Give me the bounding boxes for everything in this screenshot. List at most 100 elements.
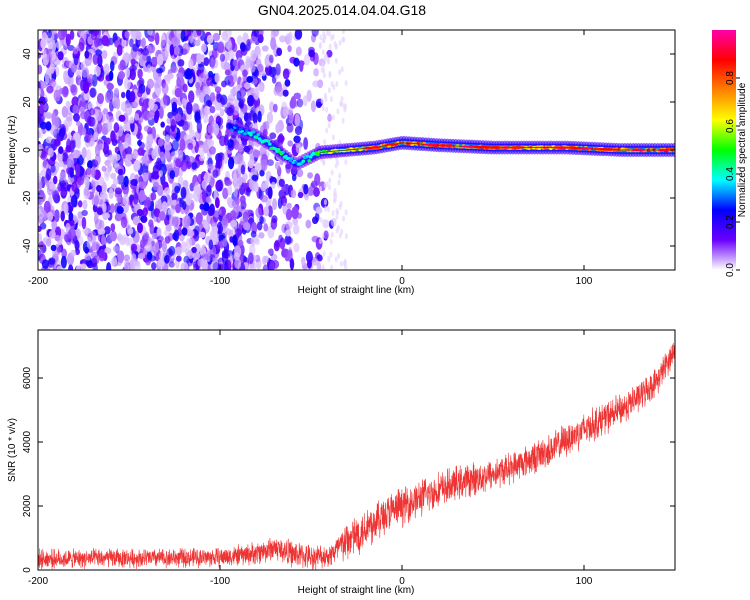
- spectrogram-noise-cell: [83, 92, 90, 101]
- spectrogram-noise-cell: [193, 189, 200, 202]
- spectrogram-ridge-cell: [254, 135, 259, 139]
- spectrogram-noise-cell: [321, 264, 325, 270]
- spectrogram-noise-cell: [328, 177, 332, 184]
- spectrogram-noise-cell: [157, 138, 164, 147]
- spectrogram-noise-cell: [117, 250, 125, 264]
- spectrogram-noise-cell: [76, 178, 84, 186]
- spectrogram-noise-cell: [132, 150, 139, 160]
- spectrogram-noise-cell: [91, 166, 96, 178]
- spectrogram-noise-cell: [58, 161, 64, 168]
- spectrogram-noise-cell: [137, 147, 145, 156]
- spectrogram-noise-cell: [336, 209, 340, 216]
- spectrogram-noise-cell: [124, 146, 133, 155]
- spectrogram-noise-cell: [81, 209, 88, 217]
- spectrogram-noise-cell: [142, 172, 149, 182]
- spectrogram-noise-cell: [72, 104, 78, 115]
- spectrogram-noise-cell: [132, 192, 139, 205]
- spectrogram-noise-cell: [330, 231, 334, 238]
- spectrogram-noise-cell: [123, 254, 131, 262]
- spectrogram-noise-cell: [295, 168, 304, 178]
- spectrogram-noise-cell: [269, 260, 275, 270]
- spectrogram-noise-cell: [87, 116, 96, 127]
- spectrogram-noise-cell: [65, 33, 71, 47]
- spectrogram-noise-cell: [79, 111, 88, 120]
- spectrogram-noise-cell: [65, 100, 71, 108]
- spectrogram-noise-cell: [183, 255, 190, 264]
- spectrogram-noise-cell: [194, 39, 201, 47]
- spectrogram-ridge-peak: [364, 146, 374, 150]
- spectrogram-noise-cell: [81, 67, 89, 78]
- spectrogram-noise-cell: [275, 123, 281, 134]
- spectrogram-noise-cell: [127, 263, 135, 270]
- spectrogram-noise-cell: [50, 244, 57, 252]
- spectrogram-noise-cell: [137, 68, 143, 79]
- spectrogram-noise-cell: [207, 50, 213, 57]
- spectrogram-noise-cell: [229, 210, 237, 219]
- spectrogram-noise-cell: [321, 233, 325, 240]
- spectrogram-noise-cell: [107, 115, 115, 123]
- spectrogram-ridge-peak: [437, 144, 455, 147]
- spectrogram-noise-cell: [47, 30, 52, 39]
- spectrogram-noise-cell: [191, 246, 197, 254]
- spectrogram-noise-cell: [184, 70, 190, 80]
- spectrogram-noise-cell: [322, 159, 326, 166]
- spectrogram-noise-cell: [236, 35, 243, 46]
- spectrogram-noise-cell: [201, 179, 207, 190]
- spectrogram-noise-cell: [97, 143, 103, 151]
- spectrogram-ridge-peak: [579, 147, 593, 150]
- spectrogram-noise-cell: [223, 62, 231, 72]
- spectrogram-noise-cell: [242, 172, 248, 181]
- spectrogram-noise-cell: [226, 197, 233, 206]
- spectrogram-noise-cell: [237, 239, 244, 247]
- spectrogram-noise-cell: [332, 197, 336, 204]
- spectrogram-noise-cell: [90, 30, 97, 41]
- spectrogram-noise-cell: [239, 195, 246, 205]
- spectrogram-noise-cell: [123, 175, 129, 188]
- spectrogram-noise-cell: [248, 110, 256, 121]
- x-tick-label: 100: [576, 576, 593, 587]
- spectrogram-noise-cell: [269, 132, 277, 140]
- spectrogram-noise-cell: [92, 262, 98, 270]
- spectrogram-noise-cell: [38, 64, 43, 75]
- spectrogram-ridge-cell: [234, 124, 239, 128]
- spectrogram-noise-cell: [257, 63, 264, 73]
- spectrogram-noise-cell: [338, 232, 342, 239]
- spectrogram-noise-cell: [156, 67, 164, 74]
- spectrogram-noise-cell: [276, 47, 283, 57]
- spectrogram-noise-cell: [129, 90, 136, 103]
- spectrogram-noise-cell: [234, 228, 242, 238]
- spectrogram-noise-cell: [51, 189, 60, 201]
- spectrogram-noise-cell: [232, 59, 238, 67]
- spectrogram-noise-cell: [334, 162, 338, 169]
- spectrogram-noise-cell: [116, 44, 123, 57]
- spectrogram-noise-cell: [216, 221, 224, 235]
- spectrogram-noise-cell: [56, 132, 63, 142]
- spectrogram-noise-cell: [102, 141, 109, 155]
- spectrogram-noise-cell: [194, 115, 202, 124]
- spectrogram-noise-cell: [239, 98, 245, 110]
- spectrogram-noise-cell: [103, 63, 110, 75]
- spectrogram-noise-cell: [193, 185, 200, 193]
- spectrogram-noise-cell: [216, 93, 223, 103]
- spectrogram-noise-cell: [202, 189, 207, 203]
- spectrogram-noise-cell: [93, 195, 99, 207]
- spectrogram-noise-cell: [164, 187, 171, 195]
- spectrogram-noise-cell: [277, 197, 283, 210]
- spectrogram-noise-cell: [185, 237, 193, 249]
- spectrogram-noise-cell: [136, 209, 144, 217]
- spectrogram-noise-cell: [153, 241, 160, 253]
- spectrogram-noise-cell: [175, 246, 183, 256]
- spectrogram-noise-cell: [38, 96, 46, 106]
- spectrogram-noise-cell: [339, 200, 343, 207]
- spectrogram-noise-cell: [50, 164, 56, 173]
- spectrogram-noise-cell: [180, 160, 188, 172]
- spectrogram-noise-cell: [287, 31, 293, 41]
- spectrogram-noise-cell: [321, 218, 325, 225]
- spectrogram-noise-cell: [101, 234, 106, 246]
- spectrogram-ridge-peak: [630, 148, 647, 152]
- spectrogram-ridge-cell: [316, 153, 320, 157]
- spectrogram-noise-cell: [319, 216, 323, 223]
- spectrogram-noise-cell: [60, 210, 65, 222]
- spectrogram-noise-cell: [338, 69, 342, 76]
- spectrogram-noise-cell: [182, 83, 188, 93]
